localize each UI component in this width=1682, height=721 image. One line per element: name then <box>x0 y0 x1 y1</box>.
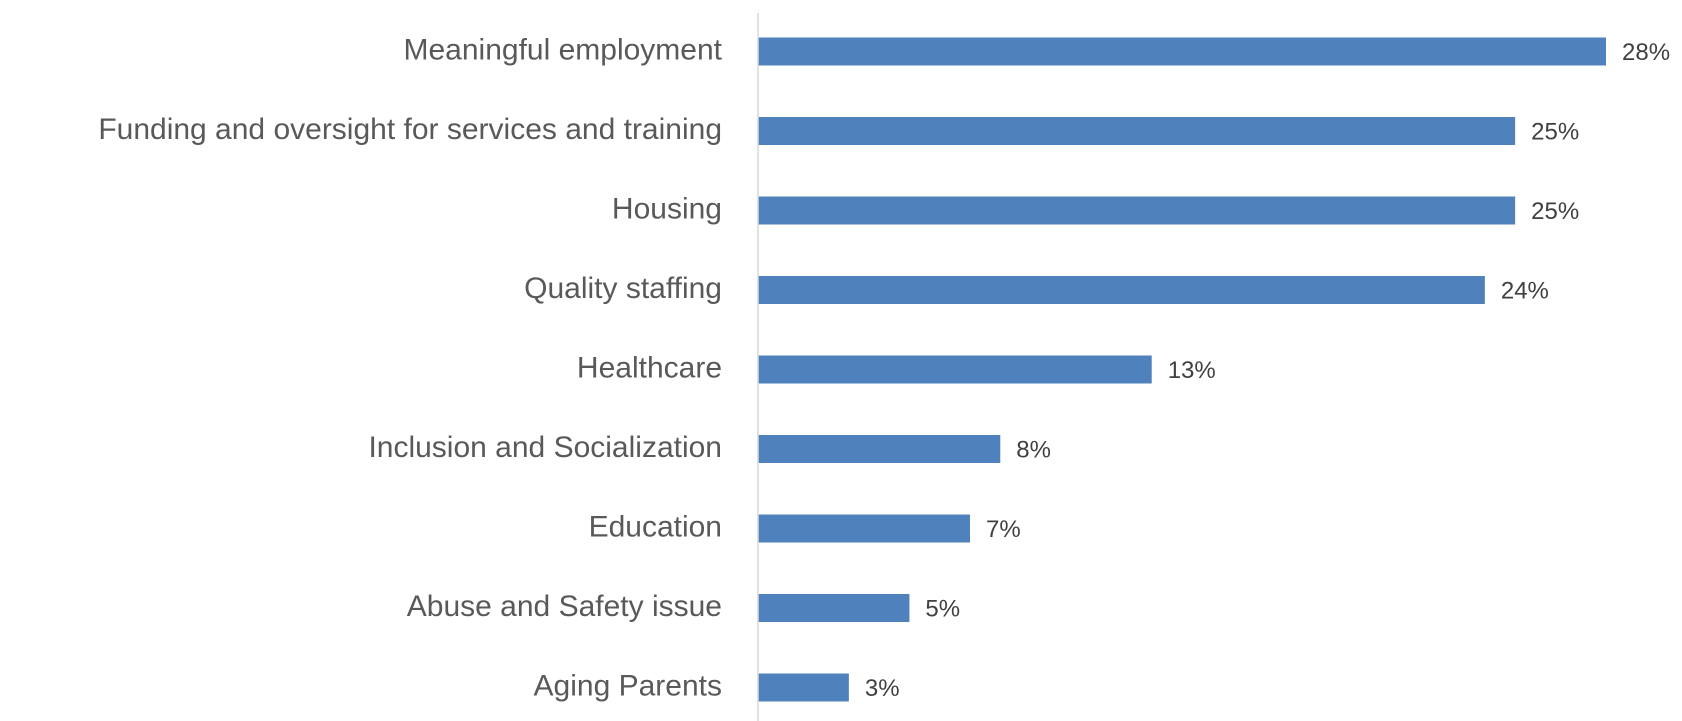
bar <box>758 117 1516 145</box>
value-label: 24% <box>1501 277 1549 304</box>
category-label: Funding and oversight for services and t… <box>98 113 722 146</box>
bar <box>758 673 849 702</box>
category-label: Healthcare <box>577 351 722 384</box>
bar <box>758 37 1606 66</box>
category-label: Education <box>589 510 722 543</box>
value-label: 13% <box>1168 357 1216 384</box>
value-label: 28% <box>1622 39 1670 66</box>
bar <box>758 196 1516 225</box>
category-label: Housing <box>612 192 722 225</box>
bar <box>758 276 1485 304</box>
bar <box>758 594 910 622</box>
category-label: Aging Parents <box>534 669 722 702</box>
value-label: 25% <box>1531 118 1579 145</box>
value-label: 3% <box>865 675 900 702</box>
bar <box>758 514 970 543</box>
category-label: Inclusion and Socialization <box>368 431 722 464</box>
value-label: 7% <box>986 516 1021 543</box>
value-label: 5% <box>925 595 960 622</box>
value-label: 25% <box>1531 198 1579 225</box>
category-label: Meaningful employment <box>403 33 722 66</box>
category-label: Quality staffing <box>524 272 722 305</box>
value-label: 8% <box>1016 436 1051 463</box>
bar <box>758 355 1152 384</box>
category-label: Abuse and Safety issue <box>407 590 722 623</box>
bar <box>758 435 1001 463</box>
